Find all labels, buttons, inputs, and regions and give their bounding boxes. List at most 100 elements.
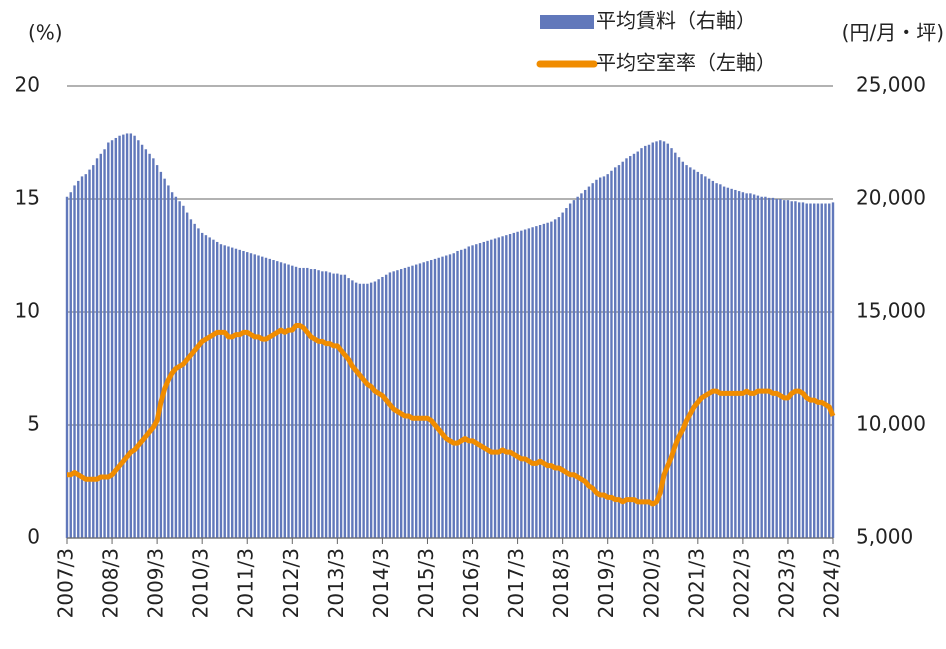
- bar: [598, 177, 602, 538]
- bar: [508, 234, 512, 538]
- x-tick-label: 2022/3: [729, 548, 753, 618]
- bar: [276, 261, 279, 538]
- bar: [148, 153, 151, 539]
- bar: [129, 133, 133, 538]
- bar: [298, 267, 302, 538]
- bar: [640, 148, 643, 538]
- bar: [193, 223, 196, 539]
- bar: [764, 196, 767, 539]
- bar: [339, 274, 343, 538]
- bar: [182, 205, 185, 538]
- bar: [347, 278, 350, 538]
- bar: [433, 258, 437, 538]
- bar: [816, 203, 820, 538]
- bar: [722, 186, 726, 538]
- bar: [730, 188, 733, 538]
- bar: [591, 183, 594, 538]
- bar: [572, 200, 576, 538]
- bar: [328, 272, 332, 538]
- bar: [238, 249, 241, 538]
- bar: [103, 149, 106, 538]
- bar: [448, 254, 452, 538]
- bar: [430, 260, 433, 538]
- bar: [88, 169, 91, 538]
- bar: [253, 254, 256, 538]
- x-tick-label: 2009/3: [144, 548, 168, 618]
- bar: [309, 269, 313, 538]
- bar: [486, 240, 489, 538]
- bar: [107, 142, 110, 538]
- bar: [700, 174, 703, 538]
- x-tick-label: 2012/3: [279, 548, 303, 618]
- bar: [617, 165, 621, 538]
- x-tick-label: 2015/3: [414, 548, 438, 618]
- bar: [95, 158, 99, 538]
- bar: [767, 197, 771, 538]
- bar: [73, 185, 76, 538]
- bar: [77, 180, 80, 539]
- bar: [373, 281, 377, 538]
- bar: [80, 176, 84, 538]
- y-tick-label: 5: [27, 412, 40, 436]
- line: [67, 323, 836, 507]
- bar: [625, 158, 628, 538]
- bar: [813, 203, 816, 538]
- bar: [737, 191, 741, 538]
- bar: [246, 252, 249, 539]
- bar: [523, 229, 527, 538]
- bar: [760, 196, 763, 539]
- bar: [178, 201, 181, 538]
- bar: [189, 219, 193, 538]
- bar: [456, 250, 459, 539]
- bar: [662, 141, 666, 538]
- y-tick-label: 0: [27, 525, 40, 549]
- x-tick-label: 2008/3: [99, 548, 123, 618]
- x-tick-label: 2018/3: [549, 548, 573, 618]
- bar: [632, 153, 636, 539]
- bar: [291, 265, 294, 538]
- bar: [362, 283, 365, 538]
- bar: [782, 200, 786, 538]
- bar: [621, 161, 624, 538]
- bar: [343, 274, 347, 538]
- bar: [294, 266, 298, 538]
- bar: [403, 267, 407, 538]
- bar: [745, 193, 748, 538]
- bar: [542, 223, 546, 539]
- bar: [501, 236, 504, 539]
- bar: [805, 203, 808, 538]
- bar: [752, 194, 756, 539]
- bar: [200, 232, 204, 538]
- bar: [493, 238, 497, 539]
- bar: [163, 178, 166, 538]
- bar: [587, 186, 591, 538]
- bar: [790, 201, 793, 538]
- bar: [92, 165, 95, 538]
- bar: [152, 158, 155, 538]
- bar: [749, 193, 752, 538]
- bar: [272, 260, 275, 538]
- bar: [794, 201, 797, 538]
- bar: [681, 161, 685, 538]
- bar: [512, 232, 516, 538]
- bar: [369, 282, 373, 538]
- bar: [212, 239, 215, 538]
- y2-tick-label: 10,000: [856, 412, 926, 436]
- bar: [786, 200, 790, 538]
- bar: [583, 189, 587, 538]
- legend-label: 平均空室率（左軸）: [596, 51, 776, 75]
- bar: [332, 273, 335, 538]
- bar: [531, 227, 534, 538]
- bar: [602, 176, 606, 538]
- bar: [381, 276, 384, 538]
- bar: [644, 145, 647, 538]
- y2-tick-label: 15,000: [856, 299, 926, 323]
- bar: [144, 149, 148, 538]
- bar: [497, 237, 501, 539]
- x-tick-label: 2024/3: [820, 548, 844, 618]
- bar: [317, 270, 320, 538]
- bar: [354, 282, 358, 538]
- x-tick-label: 2023/3: [774, 548, 798, 618]
- bar: [159, 171, 163, 538]
